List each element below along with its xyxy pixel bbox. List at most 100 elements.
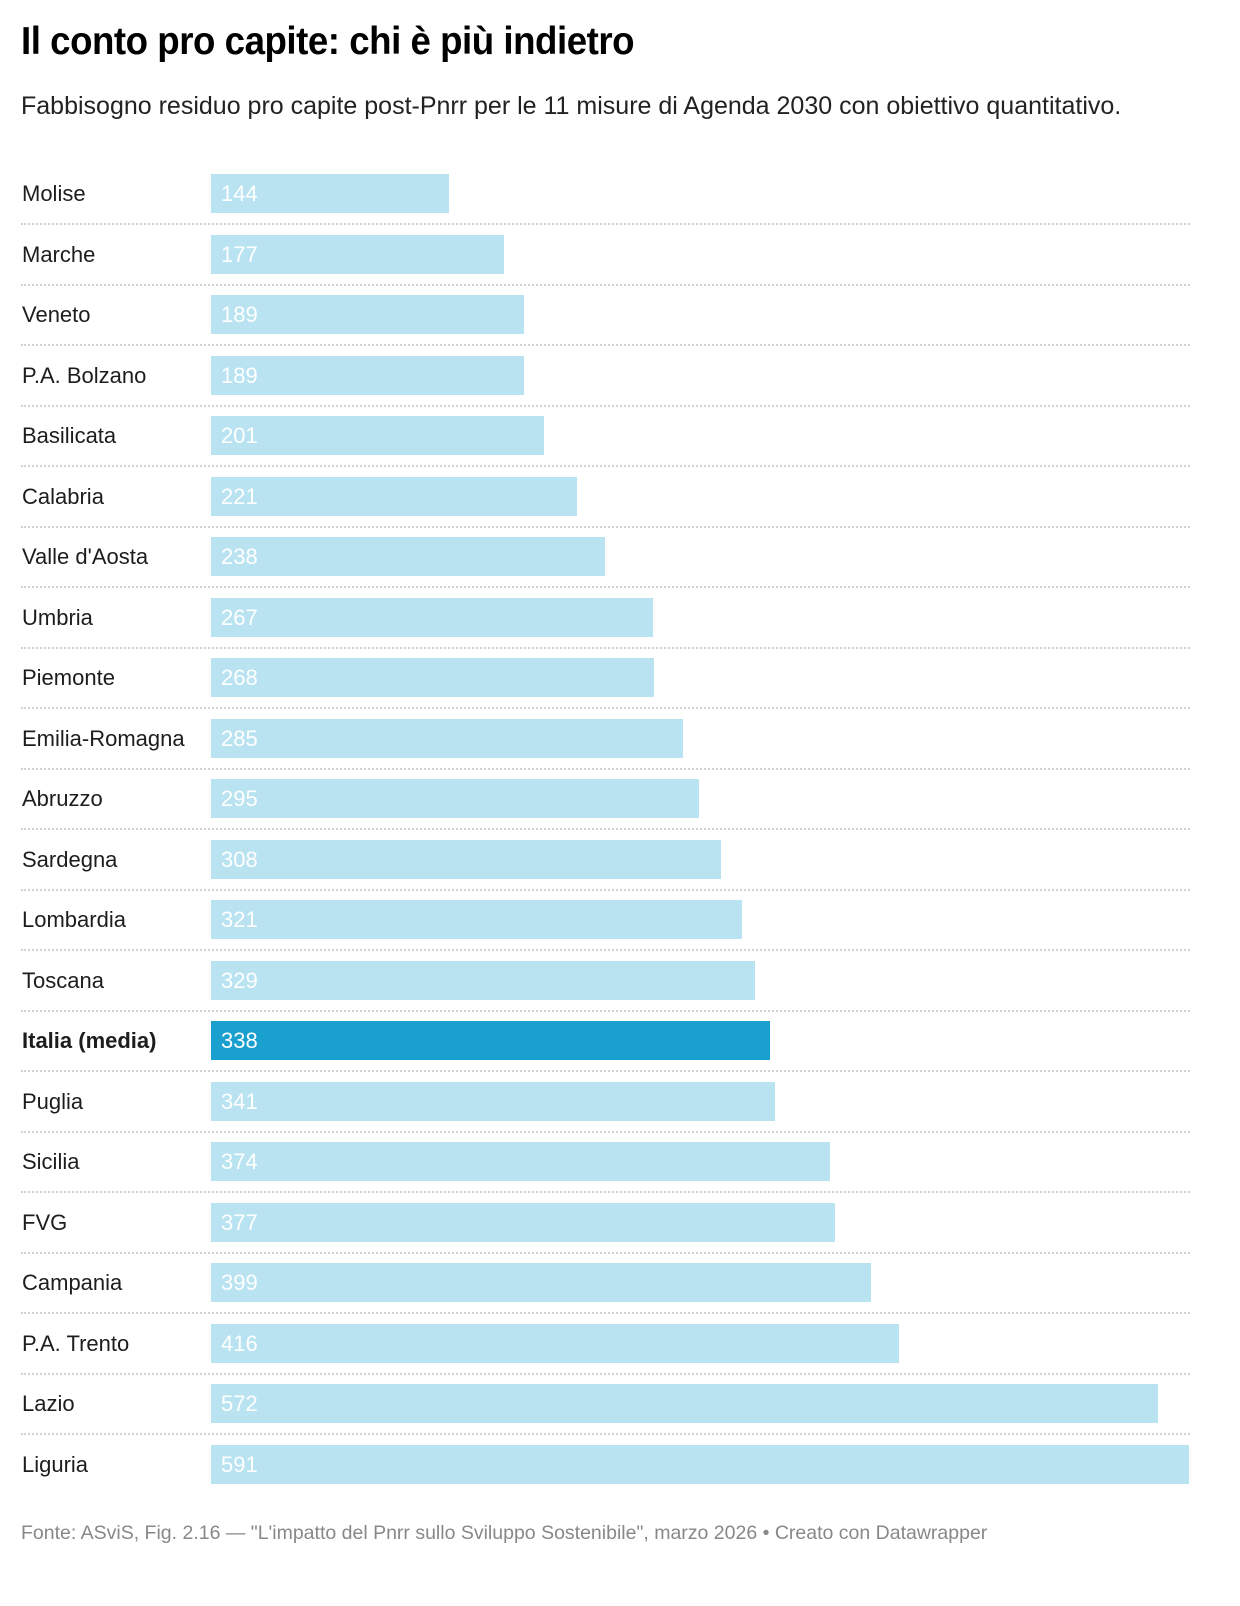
category-label: Liguria: [22, 1451, 89, 1477]
category-label: Abruzzo: [22, 786, 103, 811]
bar-row: Calabria 221: [21, 476, 1190, 538]
category-label: Campania: [22, 1270, 123, 1295]
row-separator: [21, 525, 1190, 528]
bar: [211, 1263, 872, 1302]
value-label: 572: [221, 1391, 258, 1416]
value-label: 189: [221, 362, 258, 388]
category-label: Basilicata: [22, 423, 117, 448]
row-separator: [21, 586, 1190, 588]
row-separator: [21, 1372, 1190, 1375]
category-label: Lombardia: [22, 907, 126, 932]
value-label: 377: [221, 1209, 258, 1235]
bar-row: Piemonte 268: [21, 658, 1190, 719]
category-label: Umbria: [22, 604, 93, 630]
bar-row: Campania 399: [21, 1263, 1190, 1324]
row-separator: [21, 223, 1190, 225]
row-separator: [21, 949, 1190, 951]
bar-row: Puglia 341: [21, 1081, 1190, 1143]
bar: [211, 900, 743, 939]
value-label: 201: [221, 423, 258, 448]
row-separator: [21, 828, 1190, 830]
bar-row: Sardegna 308: [21, 839, 1190, 901]
value-label: 189: [221, 302, 258, 327]
bar: [211, 1323, 900, 1363]
row-separator: [21, 888, 1190, 891]
bar-row: Italia (media) 338: [21, 1021, 1190, 1082]
category-label: Valle d'Aosta: [22, 544, 149, 569]
bar-row: Sicilia 374: [21, 1142, 1190, 1203]
row-separator: [21, 1433, 1190, 1435]
bar: [211, 1142, 830, 1181]
bar-row: Lazio 572: [21, 1384, 1190, 1445]
value-label: 416: [221, 1330, 258, 1356]
value-label: 238: [221, 544, 258, 569]
chart-subtitle: Fabbisogno residuo pro capite post-Pnrr …: [21, 92, 1122, 120]
bar: [211, 1384, 1158, 1423]
row-separator: [21, 1070, 1190, 1072]
bar: [211, 476, 577, 516]
category-label: Sardegna: [22, 846, 118, 872]
bar: [211, 779, 700, 818]
category-label: Italia (media): [22, 1028, 157, 1053]
category-label: Emilia-Romagna: [22, 725, 185, 751]
category-label: Sicilia: [22, 1149, 80, 1174]
bar-row: Valle d'Aosta 238: [21, 537, 1190, 598]
row-separator: [21, 1251, 1190, 1254]
value-label: 144: [221, 181, 258, 206]
value-label: 341: [221, 1088, 258, 1114]
row-separator: [21, 404, 1190, 407]
chart-title: Il conto pro capite: chi è più indietro: [21, 20, 635, 63]
bar: [211, 960, 756, 1000]
bar: [211, 234, 504, 274]
bar: [211, 416, 544, 455]
row-separator: [21, 1312, 1190, 1314]
bar: [211, 355, 524, 395]
bar-row: Molise 144: [21, 174, 1190, 235]
bar-row: P.A. Trento 416: [21, 1323, 1190, 1385]
bar-row: Liguria 591: [21, 1444, 1190, 1506]
category-label: Lazio: [22, 1391, 75, 1416]
row-separator: [21, 646, 1190, 649]
category-label: Puglia: [22, 1088, 84, 1114]
value-label: 321: [221, 907, 258, 932]
bar-row: Umbria 267: [21, 597, 1190, 659]
value-label: 177: [221, 241, 258, 267]
bar-row: FVG 377: [21, 1202, 1190, 1264]
bar: [211, 1202, 835, 1242]
bar: [211, 658, 655, 697]
category-label: P.A. Bolzano: [22, 362, 147, 388]
category-label: Marche: [22, 241, 96, 267]
row-separator: [21, 1130, 1190, 1133]
value-label: 338: [221, 1028, 258, 1053]
row-separator: [21, 767, 1190, 770]
category-label: FVG: [22, 1209, 68, 1235]
value-label: 268: [221, 665, 258, 690]
category-label: Veneto: [22, 302, 91, 327]
row-separator: [21, 344, 1190, 346]
bar: [211, 537, 605, 576]
row-separator: [21, 1191, 1190, 1193]
bar: [211, 839, 721, 879]
value-label: 374: [221, 1149, 258, 1174]
bar: [211, 1444, 1189, 1484]
category-label: Calabria: [22, 483, 104, 509]
category-label: P.A. Trento: [22, 1330, 130, 1356]
bar-row: P.A. Bolzano 189: [21, 355, 1190, 417]
bar-row: Toscana 329: [21, 960, 1190, 1022]
value-label: 267: [221, 604, 258, 630]
bar: [211, 1021, 771, 1060]
value-label: 399: [221, 1270, 258, 1295]
row-separator: [21, 707, 1190, 709]
category-label: Piemonte: [22, 665, 115, 690]
value-label: 221: [221, 483, 258, 509]
bar-row: Abruzzo 295: [21, 779, 1190, 840]
value-label: 295: [221, 786, 258, 811]
value-label: 285: [221, 725, 258, 751]
bar: [211, 1081, 776, 1121]
row-separator: [21, 1009, 1190, 1012]
bar-row: Veneto 189: [21, 295, 1190, 356]
bar: [211, 295, 524, 334]
bar-row: Lombardia 321: [21, 900, 1190, 961]
bar-row: Emilia-Romagna 285: [21, 718, 1190, 780]
